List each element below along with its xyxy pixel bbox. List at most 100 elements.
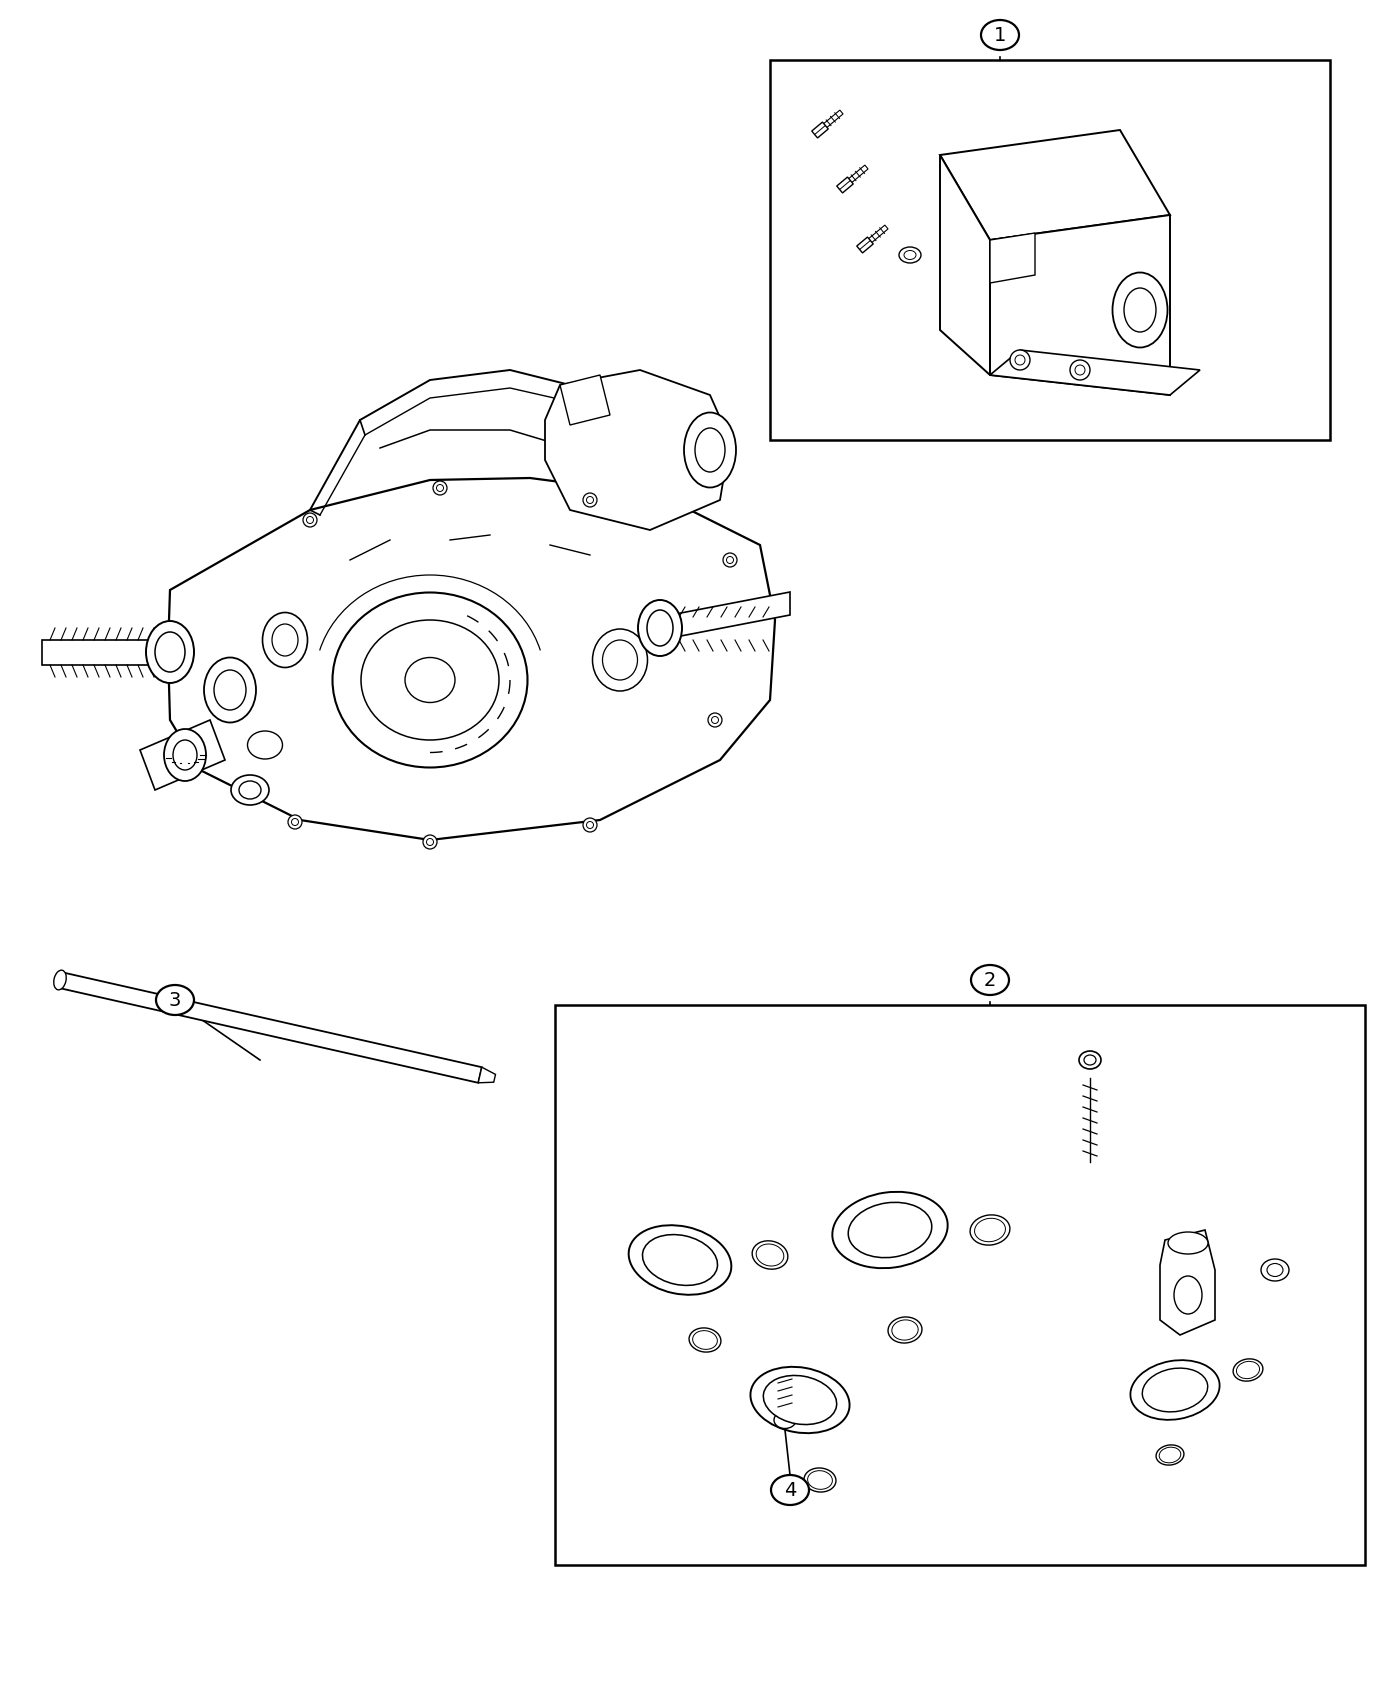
Ellipse shape [263,612,308,668]
Ellipse shape [1079,1051,1100,1069]
Ellipse shape [1261,1260,1289,1282]
Ellipse shape [1084,1056,1096,1064]
Polygon shape [843,165,868,187]
Circle shape [582,818,596,831]
Polygon shape [857,236,874,253]
Text: 3: 3 [169,991,181,1010]
Ellipse shape [53,971,66,989]
Circle shape [433,481,447,495]
Polygon shape [168,478,776,840]
Circle shape [711,716,718,724]
Ellipse shape [155,632,185,672]
Bar [554,1005,1365,1566]
Ellipse shape [693,1331,717,1350]
Polygon shape [59,972,482,1083]
Polygon shape [990,233,1035,282]
Circle shape [1070,360,1091,381]
Ellipse shape [214,670,246,711]
Polygon shape [819,110,843,133]
Ellipse shape [1175,1277,1203,1314]
Ellipse shape [1130,1360,1219,1419]
Ellipse shape [1236,1362,1260,1379]
Text: 1: 1 [994,26,1007,44]
Polygon shape [990,214,1170,394]
Ellipse shape [629,1226,731,1295]
Circle shape [427,838,434,845]
Ellipse shape [1156,1445,1184,1465]
Ellipse shape [981,20,1019,49]
Circle shape [307,517,314,524]
Polygon shape [560,376,610,425]
Ellipse shape [361,620,498,740]
Polygon shape [659,592,790,639]
Polygon shape [939,129,1170,240]
Ellipse shape [899,246,921,264]
Ellipse shape [848,1202,932,1258]
Ellipse shape [174,740,197,770]
Ellipse shape [333,593,528,767]
Circle shape [1015,355,1025,366]
Ellipse shape [804,1469,836,1493]
Polygon shape [990,350,1200,394]
Circle shape [437,484,444,491]
Circle shape [708,712,722,728]
Ellipse shape [204,658,256,722]
Circle shape [727,556,734,563]
Polygon shape [939,155,990,376]
Ellipse shape [164,729,206,780]
Ellipse shape [756,1244,784,1266]
Ellipse shape [146,620,195,683]
Ellipse shape [1124,287,1156,332]
Ellipse shape [808,1470,833,1489]
Ellipse shape [405,658,455,702]
Polygon shape [140,721,225,790]
Polygon shape [479,1068,496,1083]
Circle shape [288,814,302,830]
Ellipse shape [647,610,673,646]
Ellipse shape [643,1234,718,1285]
Ellipse shape [248,731,283,758]
Ellipse shape [1159,1447,1180,1462]
Circle shape [302,513,316,527]
Ellipse shape [774,1411,797,1428]
Polygon shape [864,224,888,246]
Ellipse shape [974,1219,1005,1241]
Circle shape [1009,350,1030,371]
Circle shape [423,835,437,848]
Ellipse shape [602,639,637,680]
Circle shape [291,818,298,826]
Ellipse shape [1233,1358,1263,1380]
Ellipse shape [892,1319,918,1340]
Ellipse shape [1113,272,1168,347]
Ellipse shape [771,1476,809,1504]
Ellipse shape [231,775,269,806]
Ellipse shape [750,1367,850,1433]
Ellipse shape [592,629,647,690]
Ellipse shape [694,428,725,473]
Polygon shape [837,177,853,192]
Text: 4: 4 [784,1481,797,1499]
Ellipse shape [972,966,1009,994]
Ellipse shape [833,1192,948,1268]
Ellipse shape [272,624,298,656]
Ellipse shape [752,1241,788,1270]
Polygon shape [812,122,829,138]
Circle shape [582,493,596,507]
Polygon shape [1161,1231,1215,1334]
Ellipse shape [239,780,260,799]
Ellipse shape [1267,1263,1282,1277]
Ellipse shape [1142,1368,1208,1413]
Ellipse shape [970,1216,1009,1244]
Ellipse shape [689,1328,721,1352]
Circle shape [587,496,594,503]
Circle shape [1075,366,1085,376]
Ellipse shape [685,413,736,488]
Circle shape [722,552,736,568]
Ellipse shape [763,1375,837,1425]
Circle shape [587,821,594,828]
Ellipse shape [904,250,916,260]
Polygon shape [42,639,169,665]
Ellipse shape [638,600,682,656]
Ellipse shape [1168,1232,1208,1255]
Text: 2: 2 [984,971,997,989]
